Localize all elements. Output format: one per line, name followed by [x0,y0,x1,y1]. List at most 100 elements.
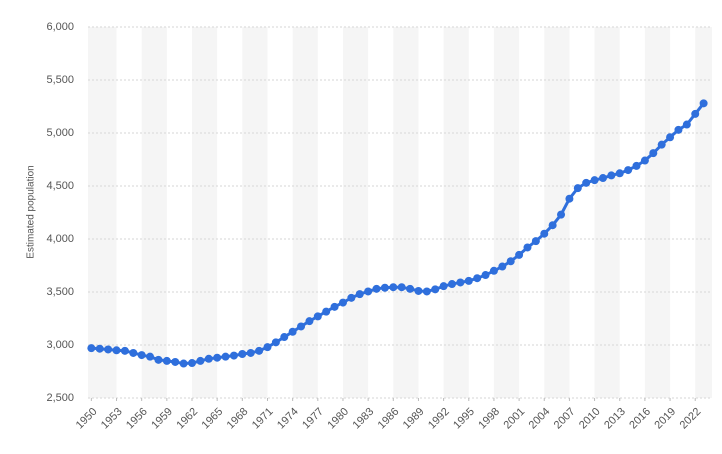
point [523,243,532,252]
x-tick-label: 1995 [451,406,477,432]
point [515,250,524,259]
point [481,271,490,280]
point [632,161,641,170]
x-tick-label: 1989 [401,406,427,432]
point [389,283,398,292]
x-tick-label: 1968 [225,406,251,432]
point [624,166,633,175]
point [498,262,507,271]
point [540,229,549,238]
x-tick-label: 2007 [552,406,578,432]
x-tick-label: 1959 [149,406,175,432]
point [196,356,205,365]
point [531,237,540,246]
x-tick-label: 1992 [426,406,452,432]
point [473,274,482,283]
point [489,266,498,275]
y-axis-label: Estimated population [26,165,37,258]
point [666,133,675,142]
point [699,99,708,108]
point [255,346,264,355]
point [297,322,306,331]
point [188,359,196,368]
x-tick-label: 1983 [351,406,377,432]
point [313,312,322,321]
point [305,317,314,326]
point [280,333,289,342]
point [364,287,373,296]
y-tick-label: 3,500 [46,286,74,298]
point [456,278,465,287]
x-tick-label: 2010 [577,406,603,432]
point [347,293,356,302]
x-tick-label: 2001 [501,406,527,432]
point [397,283,406,292]
point [674,125,683,134]
point [322,307,331,316]
point [154,355,163,364]
band [493,27,520,398]
point [439,282,448,291]
x-tick-label: 1971 [250,406,276,432]
band [594,27,620,398]
point [548,221,557,230]
point [657,140,666,149]
band [242,27,268,398]
point [649,149,658,158]
band [88,27,117,398]
band [443,27,469,398]
y-tick-label: 3,000 [46,339,74,351]
point [104,345,113,354]
x-tick-label: 1956 [124,406,150,432]
band [342,27,369,398]
x-tick-label: 1953 [99,406,125,432]
band [695,27,712,398]
point [598,174,607,183]
point [431,285,440,294]
y-tick-label: 6,000 [46,21,74,33]
x-tick-label: 1962 [174,406,200,432]
point [179,359,188,368]
point [682,120,691,129]
point [229,351,238,360]
band [141,27,167,398]
point [338,298,347,307]
point [573,184,582,193]
point [112,346,121,355]
point [204,354,213,363]
point [120,346,129,355]
y-tick-label: 4,000 [46,233,74,245]
x-tick-label: 2013 [602,406,628,432]
x-tick-label: 2019 [652,406,678,432]
point [162,356,171,365]
point [246,348,255,357]
x-tick-label: 1974 [275,406,301,432]
point [221,352,230,361]
point [448,280,456,289]
x-tick-label: 1980 [325,406,351,432]
point [330,302,339,311]
point [590,176,599,185]
point [372,284,381,293]
point [380,283,389,292]
point [288,327,297,336]
band [393,27,419,398]
x-tick-label: 1950 [74,406,100,432]
point [146,352,155,361]
point [557,210,566,219]
point [607,171,616,180]
point [213,353,222,362]
point [422,287,431,296]
point [137,351,146,360]
x-tick-label: 1998 [476,406,502,432]
point [95,344,104,353]
y-tick-label: 5,000 [46,127,74,139]
band [644,27,671,398]
point [171,357,180,366]
point [615,169,624,178]
point [640,156,649,165]
point [406,284,415,293]
x-tick-label: 1986 [376,406,402,432]
x-tick-label: 1965 [200,406,226,432]
